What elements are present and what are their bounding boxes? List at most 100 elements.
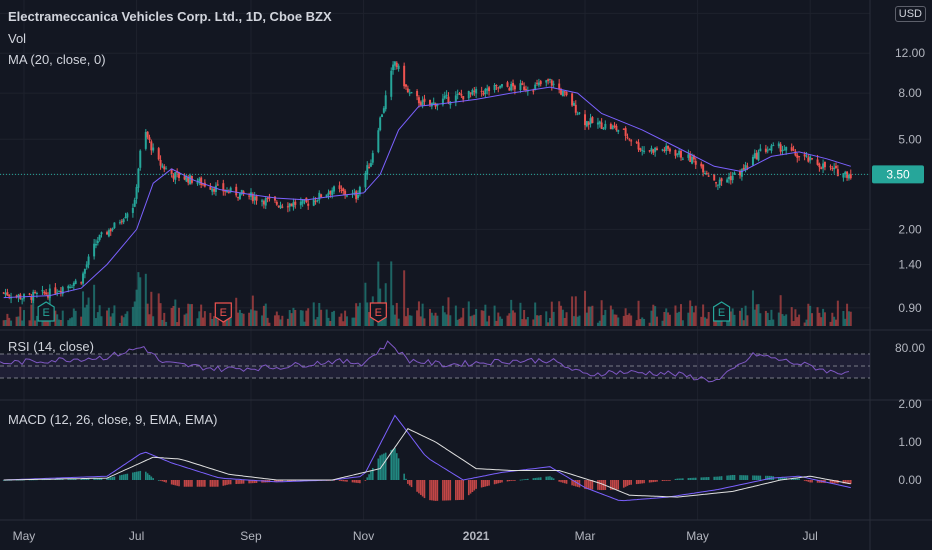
macd-histogram-bar — [235, 480, 238, 485]
macd-histogram-bar — [495, 480, 498, 484]
macd-histogram-bar — [630, 480, 632, 485]
volume-bar — [15, 316, 18, 326]
macd-histogram-bar — [558, 480, 560, 482]
volume-bar — [467, 301, 470, 326]
candle-body — [200, 177, 203, 185]
candle-body — [811, 158, 814, 160]
macd-histogram-bar — [139, 470, 142, 480]
volume-bar — [462, 308, 465, 326]
volume-bar — [587, 306, 590, 326]
candle-body — [548, 78, 551, 80]
candle-body — [178, 172, 181, 178]
candle-body — [268, 197, 271, 199]
candle-body — [174, 172, 177, 180]
candle-body — [655, 148, 658, 150]
earnings-marker[interactable]: E — [37, 301, 55, 322]
candle-body — [493, 85, 496, 91]
volume-bar — [122, 317, 125, 326]
rsi-legend[interactable]: RSI (14, close) — [8, 339, 94, 354]
candle-body — [320, 194, 323, 198]
macd-histogram-bar — [84, 478, 86, 480]
candle-body — [381, 114, 384, 118]
macd-histogram-bar — [669, 480, 671, 481]
volume-legend[interactable]: Vol — [8, 31, 27, 46]
macd-histogram-bar — [545, 476, 548, 480]
macd-histogram-bar — [455, 480, 457, 501]
candle-body — [822, 163, 825, 169]
candle-body — [777, 143, 780, 147]
candle-body — [405, 84, 408, 87]
ma-legend[interactable]: MA (20, close, 0) — [8, 52, 106, 67]
volume-bar — [266, 317, 269, 326]
volume-bar — [96, 312, 99, 326]
candle-body — [766, 150, 769, 152]
candle-body — [255, 195, 258, 201]
macd-histogram-bar — [371, 467, 374, 480]
macd-histogram-bar — [717, 476, 719, 480]
volume-bar — [654, 306, 657, 326]
volume-bar — [196, 318, 199, 326]
candle-body — [98, 234, 101, 240]
candle-body — [209, 186, 212, 190]
volume-bar — [584, 290, 587, 326]
candle-body — [28, 293, 31, 295]
candle-body — [253, 196, 256, 201]
volume-bar — [82, 291, 85, 326]
candle-body — [790, 147, 793, 151]
volume-bar — [811, 313, 814, 326]
volume-bar — [679, 304, 682, 326]
candle-body — [137, 168, 140, 188]
volume-bar — [423, 318, 426, 326]
candle-body — [744, 164, 747, 171]
macd-histogram-bar — [521, 479, 524, 481]
earnings-marker[interactable]: E — [712, 301, 731, 322]
volume-bar — [111, 313, 114, 326]
volume-bar — [277, 315, 280, 326]
candle-body — [211, 188, 214, 192]
volume-bar — [381, 314, 384, 326]
candle-body — [148, 137, 151, 141]
candle-body — [107, 230, 110, 237]
candle-body — [576, 113, 579, 115]
macd-histogram-bar — [135, 471, 138, 480]
volume-bar — [107, 307, 110, 326]
currency-badge[interactable]: USD — [894, 6, 926, 22]
candle-body — [547, 79, 550, 81]
macd-histogram-bar — [510, 480, 513, 481]
volume-bar — [493, 305, 496, 326]
candle-body — [185, 176, 188, 182]
earnings-marker-label: E — [718, 307, 725, 319]
volume-bar — [58, 319, 61, 326]
candle-body — [707, 175, 710, 177]
volume-bar — [227, 318, 230, 326]
macd-legend[interactable]: MACD (12, 26, close, 9, EMA, EMA) — [8, 412, 218, 427]
volume-bar — [135, 289, 138, 326]
volume-bar — [144, 273, 147, 326]
macd-histogram-bar — [392, 448, 394, 480]
volume-bar — [225, 316, 228, 326]
candle-body — [639, 148, 642, 151]
candle-body — [251, 193, 254, 202]
candle-body — [292, 202, 295, 208]
candle-body — [473, 90, 476, 92]
macd-histogram-bar — [228, 480, 230, 485]
volume-bar — [403, 270, 406, 326]
volume-bar — [56, 314, 59, 326]
macd-histogram-bar — [680, 478, 682, 480]
volume-bar — [770, 309, 773, 326]
candle-body — [262, 201, 265, 205]
earnings-marker[interactable]: E — [214, 302, 232, 323]
macd-histogram-bar — [287, 480, 289, 482]
volume-bar — [235, 297, 238, 326]
volume-bar — [829, 321, 832, 326]
candle-body — [563, 91, 566, 93]
earnings-marker[interactable]: E — [369, 302, 387, 323]
rsi-line — [0, 340, 850, 383]
macd-histogram-bar — [73, 478, 75, 480]
macd-histogram-bar — [292, 480, 295, 482]
candle-body — [281, 206, 284, 208]
volume-bar — [54, 310, 57, 326]
macd-histogram-bar — [754, 475, 756, 480]
